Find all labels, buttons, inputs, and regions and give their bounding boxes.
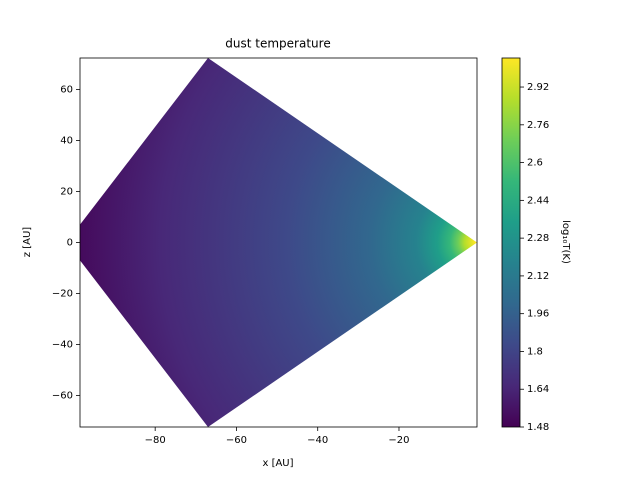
y-tick-label: −20 xyxy=(52,289,73,300)
colorbar-tick-label: 2.28 xyxy=(527,233,549,244)
x-tick-label: −60 xyxy=(226,435,247,446)
y-tick-label: 0 xyxy=(67,238,73,249)
colorbar-tick-label: 1.64 xyxy=(527,384,549,395)
x-tick-label: −40 xyxy=(307,435,328,446)
colorbar-tick-label: 1.48 xyxy=(527,422,549,433)
x-tick-label: −20 xyxy=(388,435,409,446)
y-tick-label: −40 xyxy=(52,340,73,351)
y-axis-label: z [AU] xyxy=(22,227,33,257)
y-tick-label: 20 xyxy=(60,186,73,197)
x-tick-label: −80 xyxy=(145,435,166,446)
colorbar-tick-label: 1.96 xyxy=(527,309,549,320)
colorbar xyxy=(501,57,521,428)
colorbar-label: log₁₀T(K) xyxy=(560,220,571,264)
y-tick-label: −60 xyxy=(52,391,73,402)
temperature-field xyxy=(80,58,477,427)
colorbar-tick-label: 2.12 xyxy=(527,271,549,282)
colorbar-tick-label: 2.44 xyxy=(527,195,549,206)
chart-title: dust temperature xyxy=(225,37,330,51)
colorbar-tick-label: 2.92 xyxy=(527,82,549,93)
y-tick-label: 40 xyxy=(60,135,73,146)
colorbar-tick-label: 1.8 xyxy=(527,346,543,357)
y-tick-label: 60 xyxy=(60,84,73,95)
colorbar-tick-label: 2.6 xyxy=(527,158,543,169)
x-axis-label: x [AU] xyxy=(262,458,293,469)
colorbar-tick-label: 2.76 xyxy=(527,120,549,131)
